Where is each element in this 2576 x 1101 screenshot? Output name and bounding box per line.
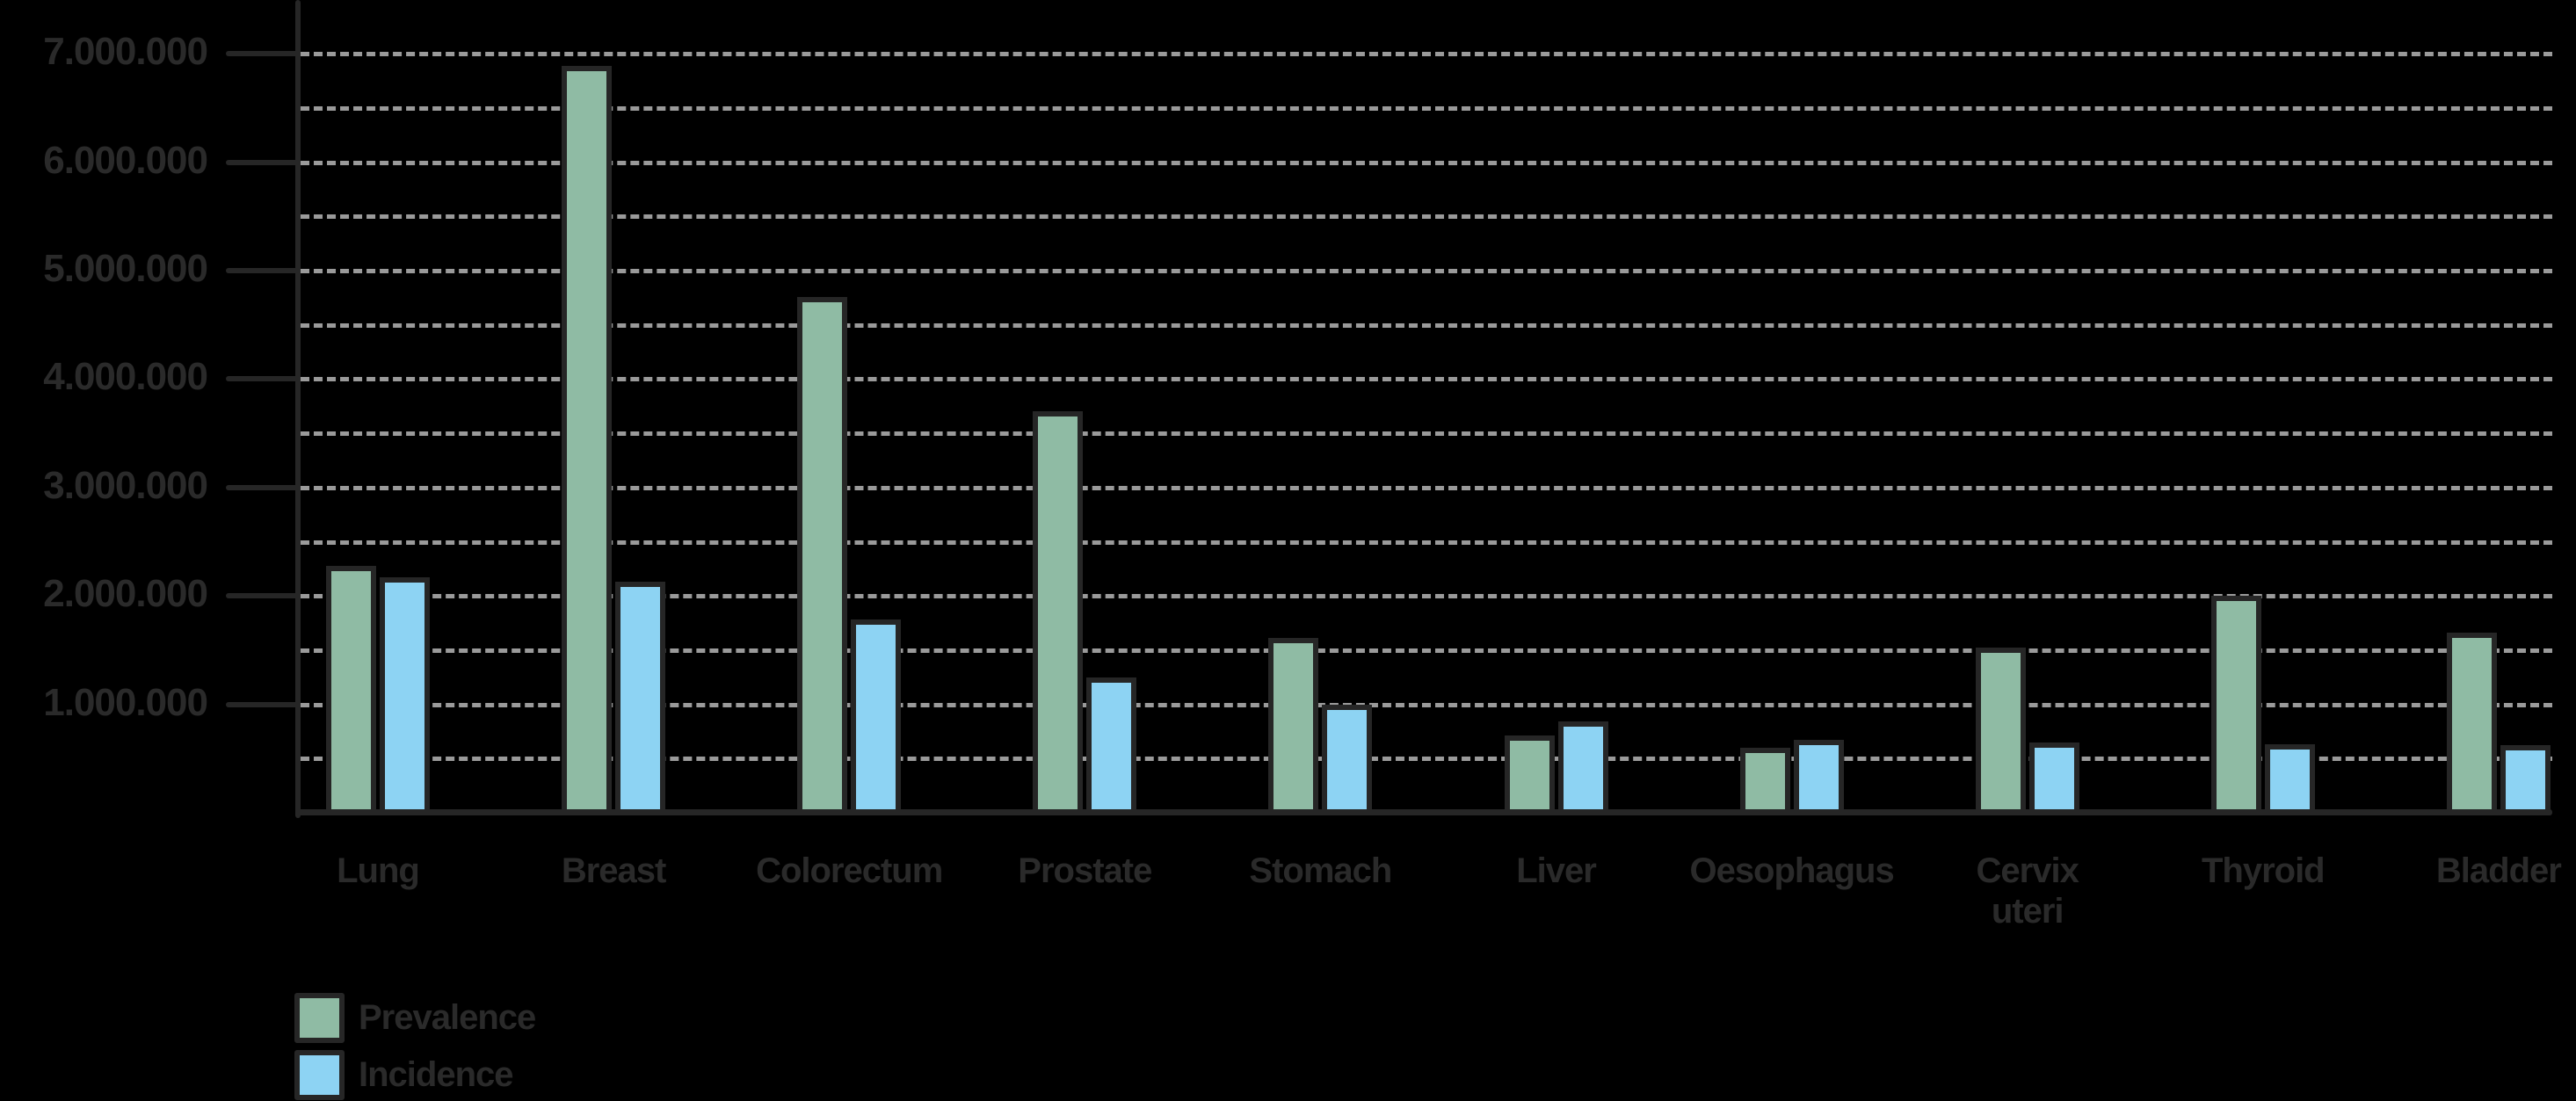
bar-prevalence-oesophagus xyxy=(1739,747,1790,813)
bar-incidence-thyroid xyxy=(2264,744,2315,813)
bar-incidence-bladder xyxy=(2500,745,2551,813)
y-tick-label: 3.000.000 xyxy=(43,463,208,507)
legend-label-prevalence: Prevalence xyxy=(359,997,536,1037)
y-tick-label: 1.000.000 xyxy=(43,680,208,724)
bar-prevalence-liver xyxy=(1504,735,1555,813)
bar-incidence-lung xyxy=(380,577,430,813)
x-tick-label: Colorectum xyxy=(756,851,943,890)
gridline xyxy=(301,648,2552,653)
gridline xyxy=(301,269,2552,273)
gridline xyxy=(301,594,2552,599)
bar-prevalence-prostate xyxy=(1033,411,1084,813)
bar-incidence-prostate xyxy=(1086,677,1137,813)
bar-prevalence-breast xyxy=(562,65,613,813)
bar-prevalence-colorectum xyxy=(797,296,848,813)
x-tick-label: Lung xyxy=(337,851,420,890)
bar-prevalence-cervix-uteri xyxy=(1975,648,2026,813)
legend-swatch-incidence xyxy=(294,1049,345,1100)
y-tick-label: 4.000.000 xyxy=(43,355,208,399)
y-tick xyxy=(226,268,298,273)
bar-incidence-breast xyxy=(615,582,666,813)
gridline xyxy=(301,52,2552,57)
y-tick xyxy=(226,484,298,490)
gridline xyxy=(301,702,2552,707)
y-tick-label: 7.000.000 xyxy=(43,30,208,74)
gridline xyxy=(301,540,2552,545)
legend-item-incidence: Incidence xyxy=(294,1048,514,1101)
bar-prevalence-thyroid xyxy=(2210,596,2261,813)
gridline xyxy=(301,485,2552,490)
bar-prevalence-lung xyxy=(326,565,376,813)
y-tick xyxy=(226,159,298,165)
gridline xyxy=(301,377,2552,382)
legend-swatch-prevalence xyxy=(294,992,345,1043)
gridline xyxy=(301,431,2552,437)
bar-incidence-liver xyxy=(1557,721,1608,813)
gridline xyxy=(301,322,2552,328)
x-tick-label: Thyroid xyxy=(2201,851,2326,890)
y-tick-label: 2.000.000 xyxy=(43,572,208,616)
y-tick xyxy=(226,701,298,707)
gridline xyxy=(301,160,2552,165)
gridline xyxy=(301,214,2552,220)
bar-incidence-colorectum xyxy=(851,619,902,813)
bar-incidence-cervix-uteri xyxy=(2028,742,2079,813)
x-tick-label: Oesophagus xyxy=(1689,851,1894,890)
bar-prevalence-stomach xyxy=(1268,638,1319,813)
x-tick-label: Cervix uteri xyxy=(1976,851,2079,931)
y-tick xyxy=(226,376,298,382)
gridline xyxy=(301,105,2552,111)
x-tick-label: Prostate xyxy=(1018,851,1152,890)
x-tick-label: Breast xyxy=(561,851,667,890)
bar-incidence-stomach xyxy=(1322,704,1373,813)
y-tick-label: 6.000.000 xyxy=(43,138,208,182)
x-tick-label: Liver xyxy=(1516,851,1597,890)
y-tick xyxy=(226,593,298,599)
gridline xyxy=(301,757,2552,762)
bar-prevalence-bladder xyxy=(2446,633,2497,813)
bar-incidence-oesophagus xyxy=(1793,740,1844,813)
y-axis xyxy=(295,0,301,818)
legend-label-incidence: Incidence xyxy=(359,1054,514,1094)
y-tick-label: 5.000.000 xyxy=(43,247,208,290)
legend-item-prevalence: Prevalence xyxy=(294,991,536,1044)
x-axis xyxy=(295,809,2552,815)
x-tick-label: Stomach xyxy=(1249,851,1392,890)
y-tick xyxy=(226,51,298,57)
x-tick-label: Bladder xyxy=(2435,851,2562,890)
